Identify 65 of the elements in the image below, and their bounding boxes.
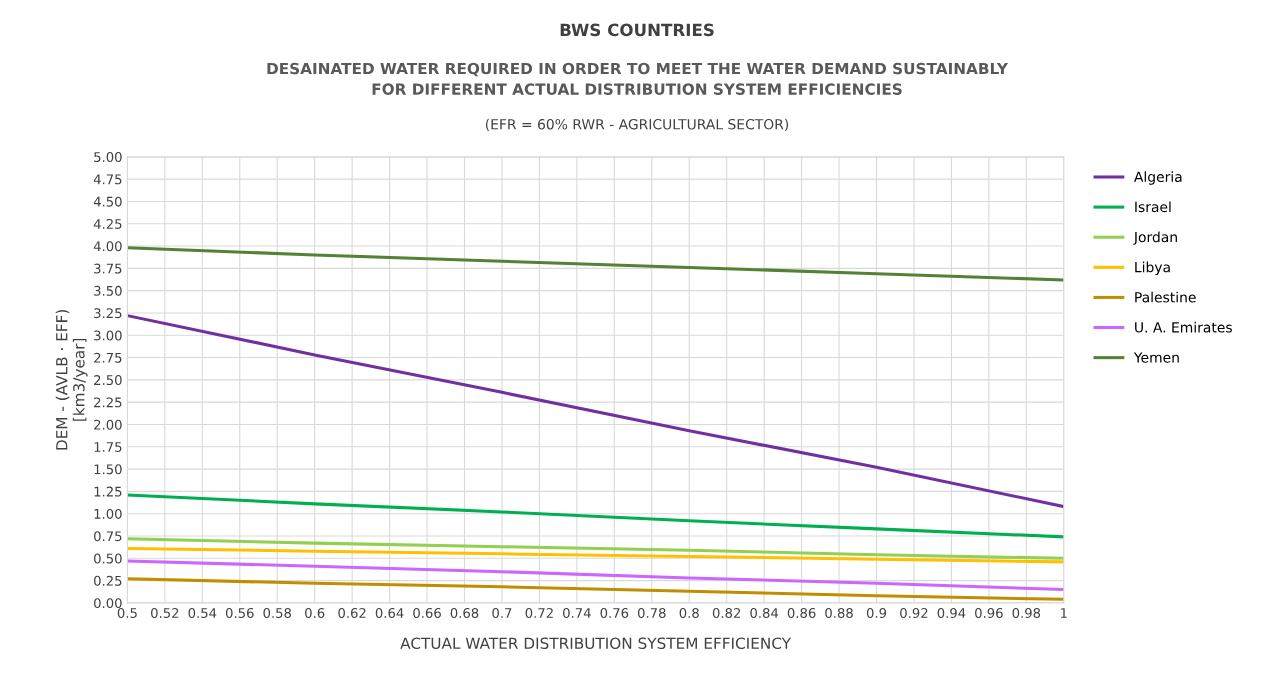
line-series [127,246,1064,282]
y-tick-label: 4.75 [93,174,122,185]
legend-label: Algeria [1134,171,1182,185]
x-axis-title: ACTUAL WATER DISTRIBUTION SYSTEM EFFICIENCY [400,637,792,650]
x-tick-label: 0.98 [1012,608,1041,618]
x-tick-label: 0.94 [937,608,966,618]
x-tick-label: 0.68 [450,608,479,618]
x-tick-label: 0.66 [413,608,441,618]
legend-label: Libya [1135,261,1170,276]
chart-title: BWS COUNTRIES [560,23,714,37]
x-tick-label: 0.82 [712,608,741,618]
x-tick-label: 0.7 [492,608,512,618]
y-tick-label: 1.75 [94,442,122,452]
x-tick-label: 0.8 [679,608,699,618]
y-tick-label: 4.50 [93,196,122,207]
y-tick-label: 1.25 [94,486,122,497]
x-tick-label: 0.78 [637,608,666,618]
x-tick-label: 0.9 [866,608,887,618]
x-tick-label: 1 [1061,608,1067,618]
legend-label: Yemen [1133,352,1179,363]
y-tick-label: 1.00 [94,508,122,519]
line-series [127,314,1064,509]
y-tick-label: 2.75 [94,352,122,363]
line-series [127,493,1064,539]
y-tick-label: 0.00 [94,598,122,609]
y-tick-label: 0.50 [94,553,122,564]
x-tick-label: 0.64 [375,608,404,618]
y-tick-label: 4.00 [93,241,122,252]
line-series [127,559,1064,592]
text: (EFR = 60% RWR - AGRICULTURAL SECTOR) [485,118,789,132]
x-tick-label: 0.52 [151,608,179,618]
legend-label: Palestine [1135,291,1196,303]
x-tick-label: 0.72 [525,608,553,618]
y-tick-label: 0.25 [94,575,122,586]
x-tick-label: 0.88 [825,608,853,618]
x-tick-label: 0.86 [787,608,816,618]
y-tick-label: 3.25 [94,308,122,319]
x-tick-label: 0.56 [225,608,254,618]
legend-label: Israel [1135,201,1171,213]
y-axis-title: DEM - (AVLB · EFF) [km3/year] [55,309,88,450]
x-tick-label: 0.96 [975,608,1003,618]
line-series [127,537,1064,560]
x-tick-label: 0.6 [305,608,325,618]
y-tick-label: 2.50 [94,375,122,386]
y-tick-label: 3.50 [94,285,122,296]
x-tick-label: 0.84 [750,608,779,618]
x-tick-label: 0.5 [117,608,137,618]
x-tick-label: 0.58 [263,608,292,618]
x-tick-label: 0.74 [563,608,591,618]
legend-label: Jordan [1133,231,1177,245]
y-tick-label: 3.00 [94,330,122,341]
line-series [127,546,1064,564]
chart-subtitle: DESAINATED WATER REQUIRED IN ORDER TO MEET THE WATER DEMAND SUSTAINABLY FOR DIFFERENT ACTUAL DISTRIBUTION SYSTEM EFFICIENCIES [267,62,1009,95]
x-tick-label: 0.92 [900,608,928,618]
legend-label: U. A. Emirates [1135,321,1232,333]
y-tick-label: 2.25 [94,397,122,408]
y-tick-label: 2.00 [94,419,122,430]
x-tick-label: 0.54 [188,608,217,618]
y-tick-label: 4.25 [93,218,122,229]
x-tick-label: 0.76 [600,608,629,618]
x-tick-label: 0.62 [338,608,366,618]
y-tick-label: 0.75 [94,531,122,542]
y-tick-label: 1.50 [94,464,122,475]
y-tick-label: 5.00 [94,152,122,163]
y-tick-label: 3.75 [94,263,122,274]
